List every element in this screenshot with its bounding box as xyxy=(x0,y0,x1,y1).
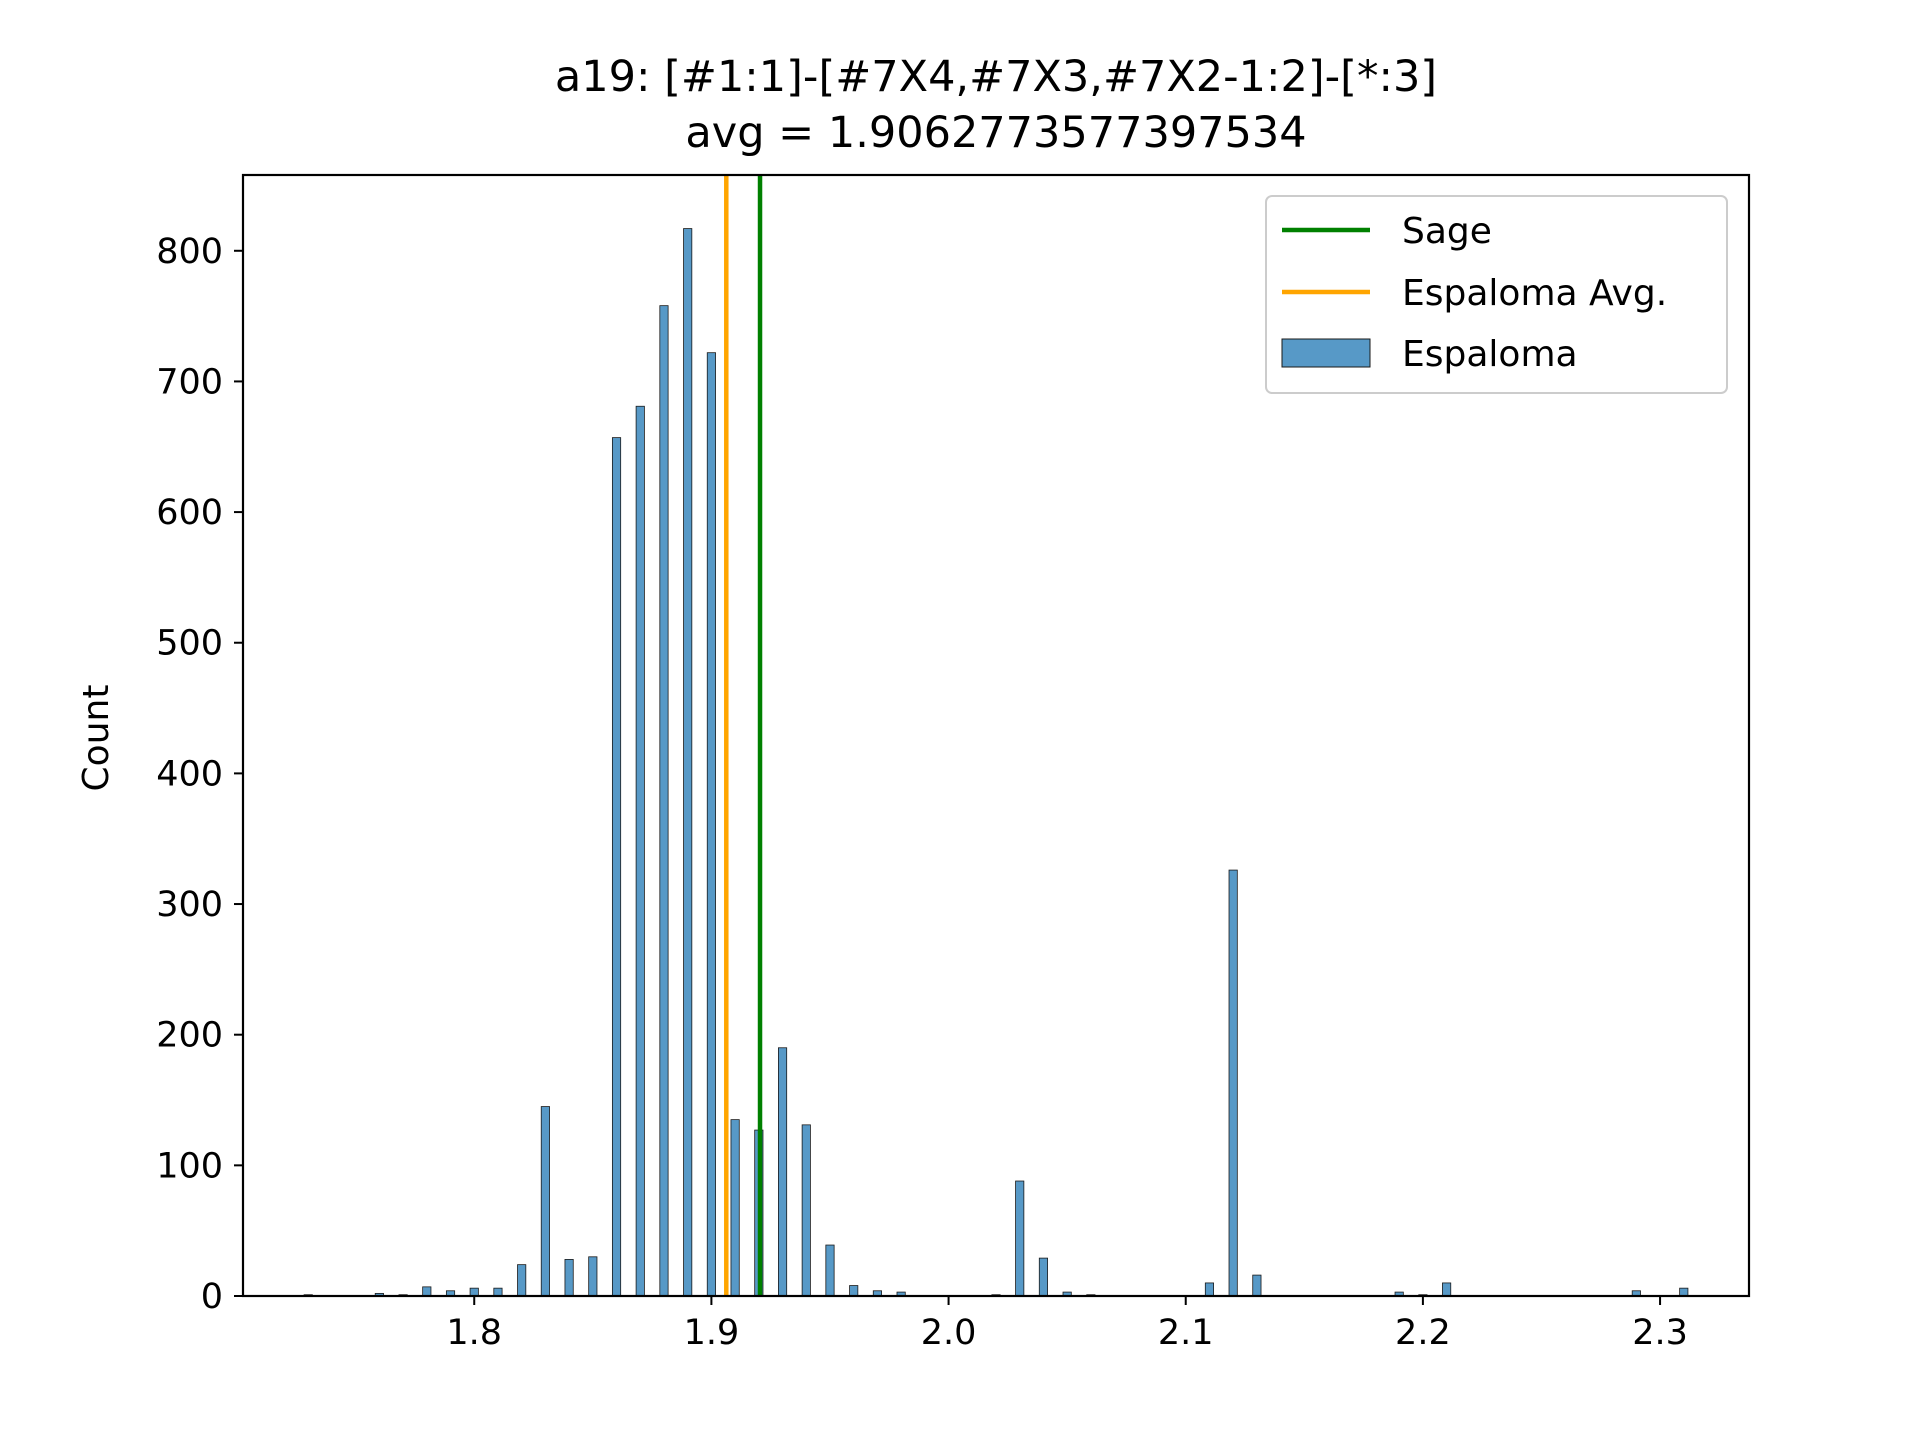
y-tick-label: 400 xyxy=(156,754,223,794)
legend-sage-label: Sage xyxy=(1402,211,1492,252)
histogram-bar xyxy=(706,352,716,1297)
chart-subtitle: avg = 1.9062773577397534 xyxy=(685,108,1306,158)
histogram-bar xyxy=(1679,1287,1689,1297)
histogram-bar xyxy=(730,1119,740,1297)
y-tick-label: 300 xyxy=(156,885,223,925)
legend-espaloma-patch xyxy=(1281,338,1371,368)
histogram-bar xyxy=(517,1264,527,1297)
histogram-bar xyxy=(588,1256,598,1297)
histogram-bar xyxy=(825,1244,835,1297)
histogram-bar xyxy=(540,1106,550,1297)
histogram-bar xyxy=(493,1287,503,1297)
histogram-bar xyxy=(659,305,669,1297)
histogram-bar xyxy=(1252,1274,1262,1297)
histogram-bar xyxy=(1015,1180,1025,1297)
legend-espaloma-label: Espaloma xyxy=(1402,334,1578,375)
legend: Sage Espaloma Avg. Espaloma xyxy=(1265,195,1728,394)
x-tick-label: 2.3 xyxy=(1632,1313,1688,1353)
x-axis: 1.8 1.9 2.0 2.1 2.2 2.3 xyxy=(446,1296,1688,1353)
x-tick-label: 1.8 xyxy=(446,1313,502,1353)
histogram-bar xyxy=(1204,1282,1214,1297)
y-tick-label: 200 xyxy=(156,1016,223,1056)
histogram-bar xyxy=(422,1286,432,1297)
x-tick-label: 2.1 xyxy=(1158,1313,1214,1353)
chart-title: a19: [#1:1]-[#7X4,#7X3,#7X2-1:2]-[*:3] xyxy=(555,52,1437,102)
histogram-bar xyxy=(1038,1257,1048,1297)
legend-espaloma-avg-label: Espaloma Avg. xyxy=(1402,273,1667,314)
x-tick-label: 2.0 xyxy=(921,1313,977,1353)
y-axis-label: Count xyxy=(76,685,117,792)
x-tick-label: 1.9 xyxy=(684,1313,740,1353)
histogram-bar xyxy=(801,1124,811,1297)
y-tick-label: 600 xyxy=(156,493,223,533)
y-axis: 0 100 200 300 400 500 600 700 800 xyxy=(156,232,243,1317)
y-tick-label: 800 xyxy=(156,232,223,272)
y-tick-label: 100 xyxy=(156,1146,223,1186)
histogram-bar xyxy=(635,405,645,1297)
histogram-bar xyxy=(683,228,693,1297)
legend-box xyxy=(1265,195,1728,394)
x-tick-label: 2.2 xyxy=(1395,1313,1451,1353)
y-tick-label: 700 xyxy=(156,362,223,402)
y-tick-label: 0 xyxy=(201,1277,223,1317)
histogram-bar xyxy=(778,1047,788,1297)
histogram-bar xyxy=(1228,869,1238,1297)
histogram-bar xyxy=(469,1287,479,1297)
histogram-bar xyxy=(1442,1282,1452,1297)
histogram-bar xyxy=(611,437,622,1297)
histogram-bar xyxy=(849,1285,859,1297)
y-tick-label: 500 xyxy=(156,624,223,664)
axes-frame xyxy=(241,173,1751,1298)
histogram-bar xyxy=(564,1259,574,1297)
